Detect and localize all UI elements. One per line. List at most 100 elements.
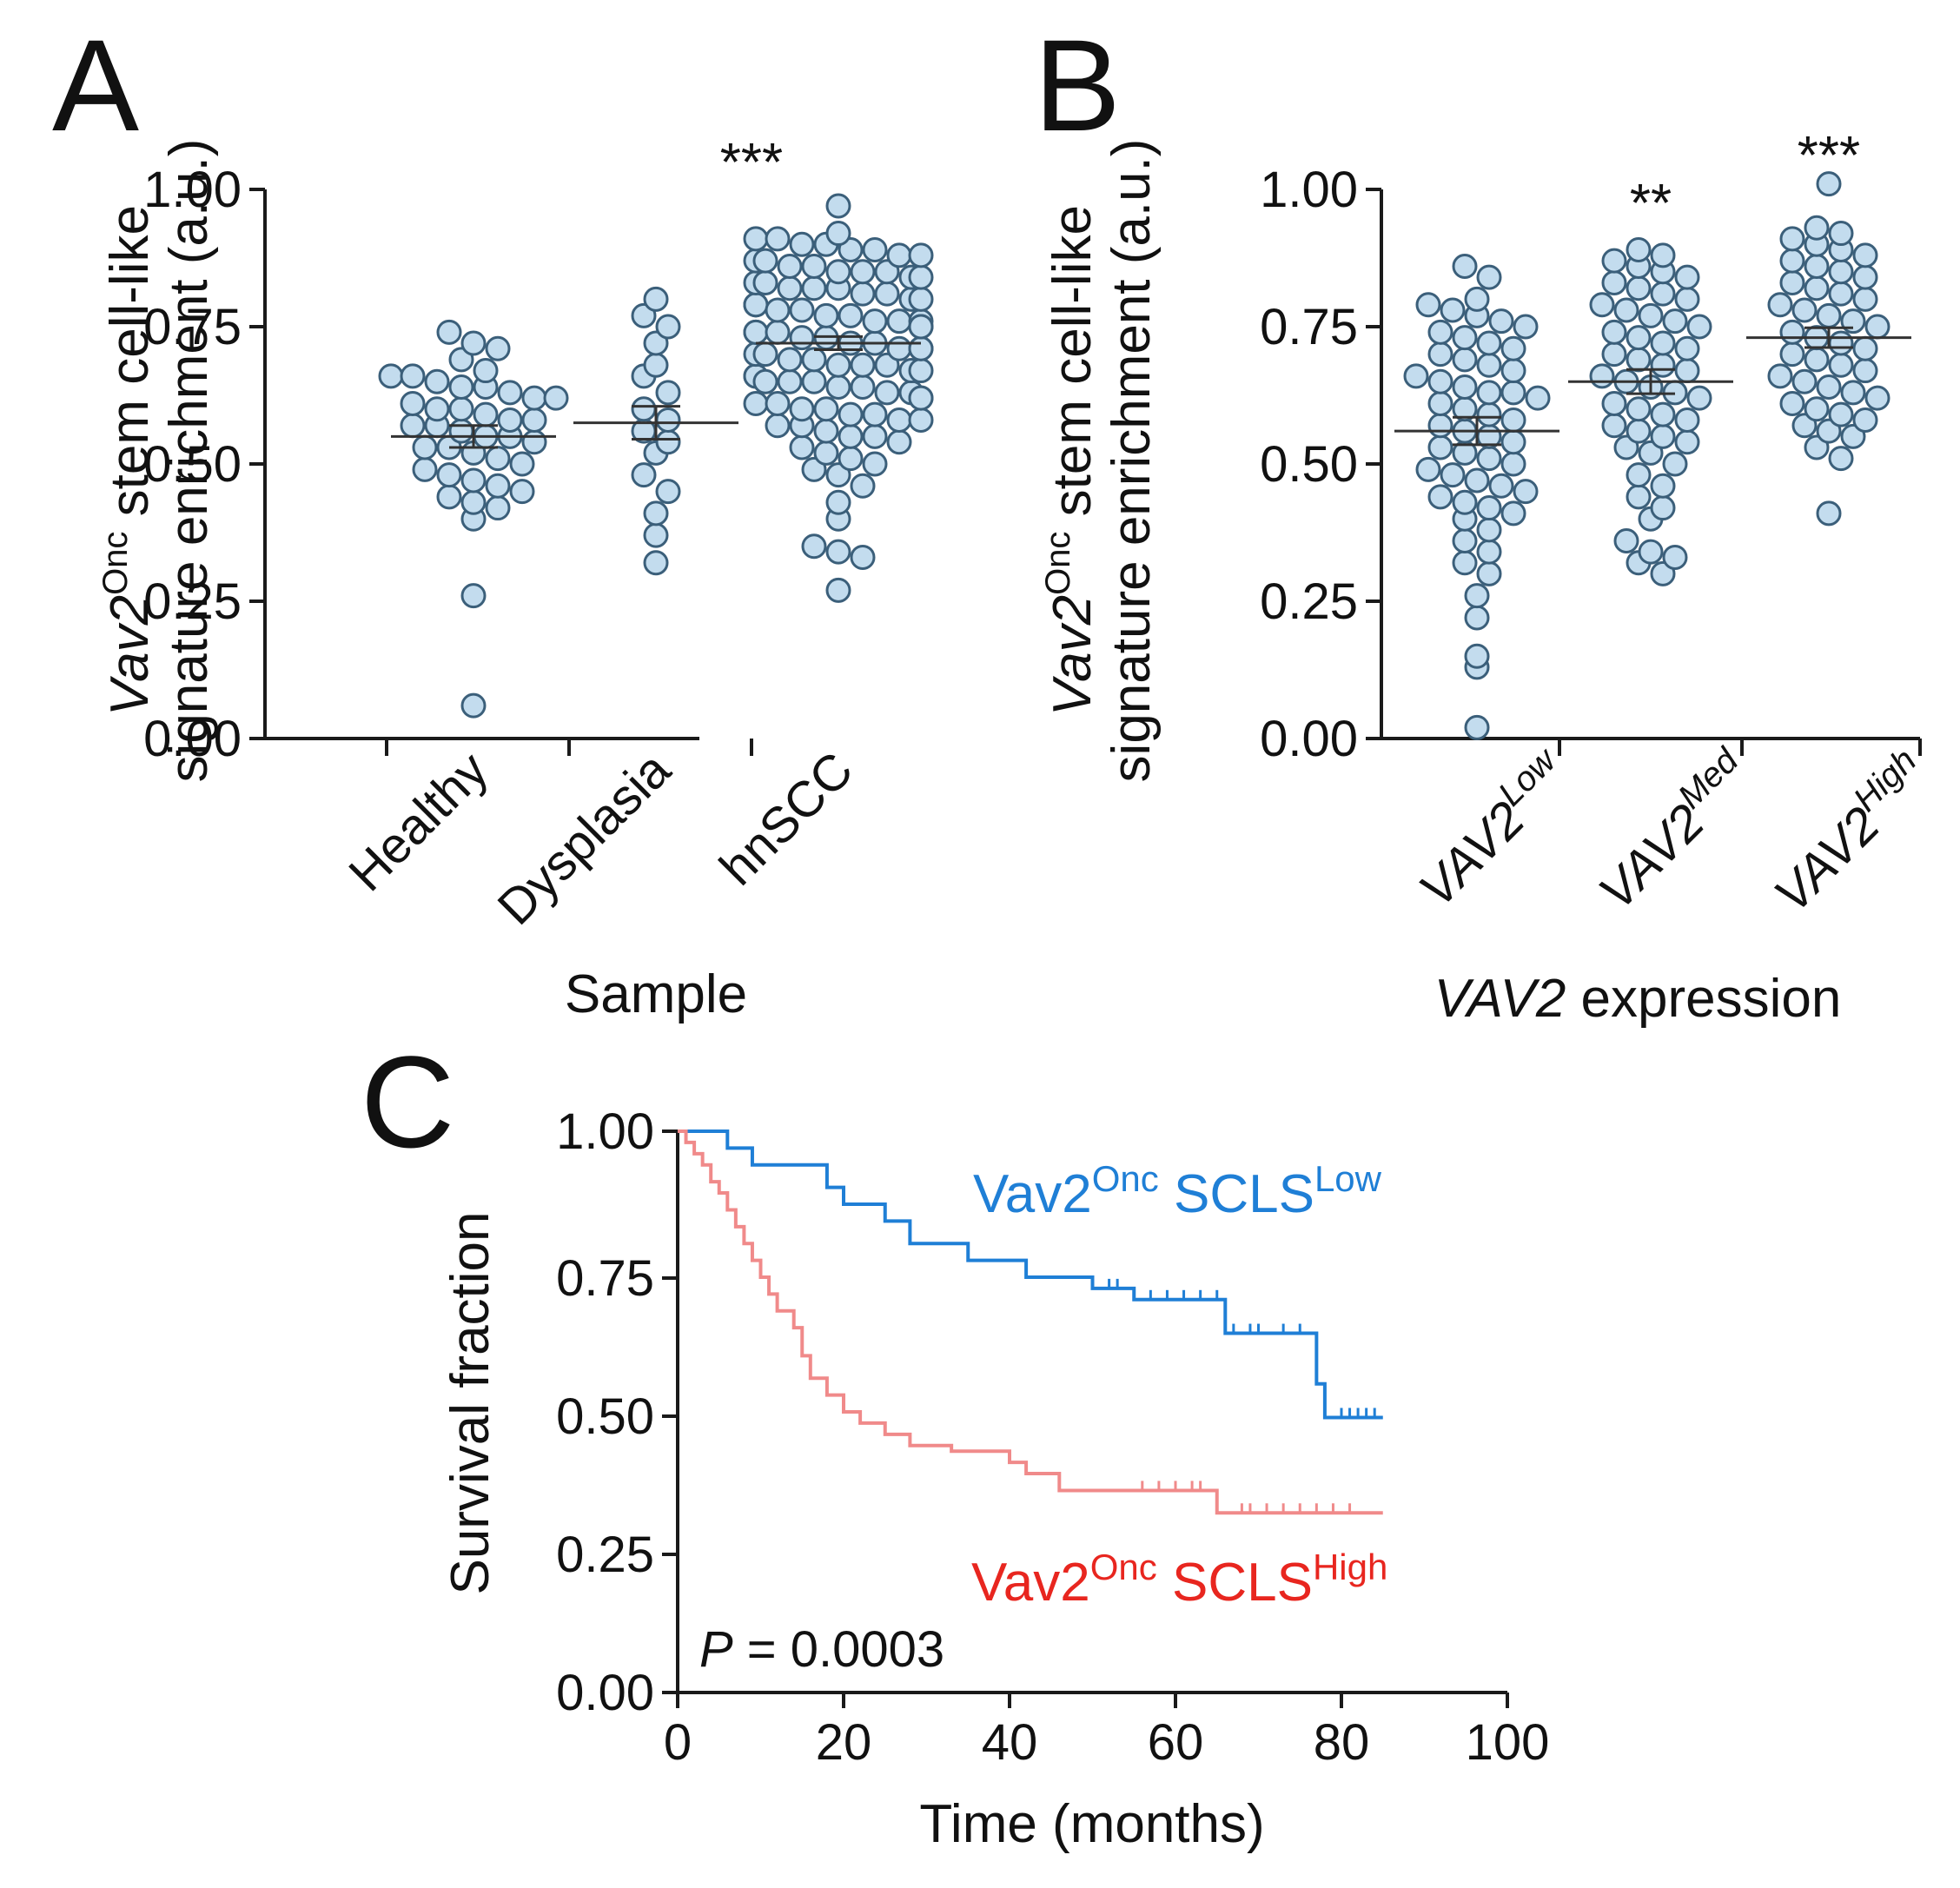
panel-b-point-1 — [1662, 544, 1688, 570]
panel-b-point-1 — [1626, 275, 1652, 301]
panel-b-point-0 — [1452, 253, 1478, 279]
panel-b-point-0 — [1427, 390, 1453, 416]
panel-a-point-2 — [777, 275, 803, 301]
panel-a-point-2 — [752, 248, 778, 274]
panel-b-point-1 — [1674, 358, 1700, 384]
panel-b-point-1 — [1613, 297, 1639, 323]
panel-a-point-2 — [908, 385, 934, 411]
panel-a-point-0 — [448, 374, 474, 401]
panel-a-point-1 — [643, 500, 669, 527]
panel-a-point-2 — [801, 533, 827, 560]
panel-a-point-2 — [908, 358, 934, 384]
panel-b-point-2 — [1840, 380, 1866, 406]
panel-a-point-2 — [862, 401, 888, 427]
panel-a-point-1 — [643, 352, 669, 378]
panel-b-point-1 — [1601, 413, 1627, 439]
panel-a-point-2 — [765, 319, 791, 345]
panel-b-point-0 — [1476, 446, 1502, 472]
panel-b-point-0 — [1525, 385, 1551, 411]
panel-a-point-0 — [448, 396, 474, 422]
panel-c: C Survival fraction 0.00 0.25 0.50 0.75 … — [361, 1029, 1549, 1854]
panel-b-ylabel-line2: signature enrichment (a.u.) — [1102, 139, 1162, 783]
panel-a-points — [378, 193, 934, 719]
panel-b-ytick-label-3: 0.75 — [1260, 299, 1358, 355]
panel-a-point-0 — [509, 451, 535, 477]
panel-a-ylabel-line1: Vav2Onc stem cell-like — [96, 205, 160, 716]
panel-b-point-1 — [1650, 401, 1676, 427]
panel-a-point-0 — [424, 368, 450, 394]
panel-a-point-2 — [813, 440, 839, 466]
panel-b-point-2 — [1804, 275, 1830, 301]
panel-a-point-2 — [813, 418, 839, 444]
panel-b-point-1 — [1686, 314, 1712, 340]
panel-c-xlabel: Time (months) — [919, 1794, 1264, 1854]
panel-b-point-0 — [1440, 297, 1466, 323]
panel-a-point-2 — [801, 253, 827, 279]
panel-a-point-2 — [862, 237, 888, 263]
panel-c-xtick-label-3: 60 — [1148, 1714, 1204, 1771]
panel-b-point-1 — [1626, 347, 1652, 373]
panel-b-point-0 — [1415, 456, 1441, 482]
panel-b-point-2 — [1816, 374, 1842, 401]
panel-b-point-2 — [1804, 253, 1830, 279]
panel-b-point-2 — [1864, 385, 1890, 411]
panel-a-point-1 — [655, 479, 681, 505]
panel-a-point-2 — [874, 259, 900, 285]
panel-b-point-2 — [1816, 302, 1842, 328]
panel-a-point-0 — [497, 380, 523, 406]
panel-a-point-0 — [485, 446, 511, 472]
panel-b-point-2 — [1779, 269, 1805, 295]
panel-b-point-0 — [1427, 434, 1453, 460]
panel-a-point-0 — [412, 456, 438, 482]
panel-a-ytick-label-4: 1.00 — [143, 162, 242, 218]
panel-b-point-2 — [1804, 434, 1830, 460]
panel-a-point-2 — [886, 242, 912, 268]
panel-a-point-2 — [789, 297, 815, 323]
panel-b-point-2 — [1852, 335, 1878, 361]
panel-b-point-0 — [1476, 352, 1502, 378]
panel-b-point-2 — [1767, 363, 1793, 389]
panel-a-point-0 — [485, 335, 511, 361]
panel-b-point-1 — [1674, 429, 1700, 455]
panel-b-point-0 — [1440, 462, 1466, 488]
panel-b-category-high: VAV2High — [1759, 741, 1941, 923]
panel-b-ytick-label-1: 0.25 — [1260, 573, 1358, 630]
panel-b-point-1 — [1626, 237, 1652, 263]
panel-b-point-0 — [1500, 500, 1526, 527]
panel-b-ytick-label-4: 1.00 — [1260, 162, 1358, 218]
panel-b-point-1 — [1626, 325, 1652, 351]
panel-b-point-0 — [1452, 527, 1478, 553]
panel-a-point-2 — [825, 577, 851, 603]
panel-a-point-0 — [543, 385, 569, 411]
panel-a-point-0 — [473, 358, 499, 384]
panel-a-point-0 — [521, 429, 547, 455]
panel-c-ytick-label-2: 0.50 — [556, 1388, 654, 1445]
panel-a-point-2 — [825, 374, 851, 401]
panel-b-point-0 — [1452, 347, 1478, 373]
panel-a-point-2 — [825, 462, 851, 488]
panel-b-point-0 — [1488, 308, 1514, 335]
panel-b-point-1 — [1626, 484, 1652, 510]
panel-a-point-2 — [743, 292, 769, 318]
panel-a-point-2 — [752, 341, 778, 368]
panel-c-xtick-label-4: 80 — [1314, 1714, 1370, 1771]
panel-a-point-2 — [801, 347, 827, 373]
panel-a-point-0 — [460, 692, 487, 719]
panel-a-point-2 — [850, 473, 876, 499]
panel-b-point-0 — [1427, 341, 1453, 368]
panel-a-point-2 — [825, 489, 851, 515]
panel-b: B Vav2Onc stem cell-like signature enric… — [1034, 12, 1941, 1029]
panel-a-category-hnscc: hnSCC — [709, 741, 864, 896]
panel-a-point-1 — [655, 380, 681, 406]
panel-b-letter: B — [1034, 12, 1121, 158]
panel-a-point-2 — [838, 423, 864, 449]
panel-a-point-2 — [850, 259, 876, 285]
panel-b-point-1 — [1638, 302, 1664, 328]
panel-a-point-2 — [825, 259, 851, 285]
legend-scls-high: Vav2Onc SCLSHigh — [971, 1547, 1387, 1613]
panel-b-point-2 — [1779, 319, 1805, 345]
panel-a-point-0 — [424, 396, 450, 422]
panel-b-points — [1403, 171, 1890, 740]
panel-a-point-0 — [448, 418, 474, 444]
panel-b-point-0 — [1464, 286, 1490, 312]
